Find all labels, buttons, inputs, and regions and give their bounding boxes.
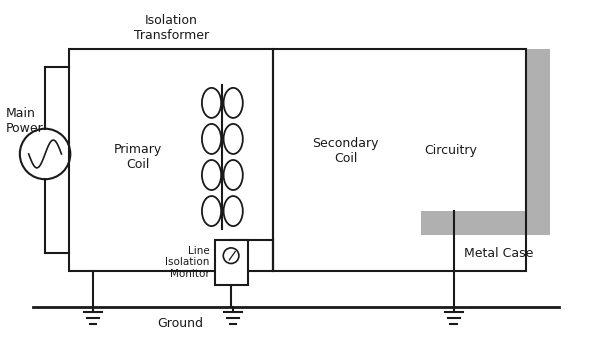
Text: Main
Power: Main Power	[6, 107, 44, 135]
Bar	[215, 240, 248, 285]
Bar	[421, 211, 550, 235]
Text: Metal Case: Metal Case	[464, 247, 534, 260]
Text: Primary
Coil: Primary Coil	[114, 143, 162, 171]
Text: Isolation
Transformer: Isolation Transformer	[133, 14, 209, 42]
Text: Ground: Ground	[157, 317, 203, 330]
Text: Line
Isolation
Monitor: Line Isolation Monitor	[165, 246, 210, 279]
Bar	[526, 49, 550, 235]
Text: Circuitry: Circuitry	[424, 144, 477, 158]
Bar	[273, 49, 526, 271]
Bar	[69, 49, 273, 271]
Text: Secondary
Coil: Secondary Coil	[313, 137, 379, 165]
